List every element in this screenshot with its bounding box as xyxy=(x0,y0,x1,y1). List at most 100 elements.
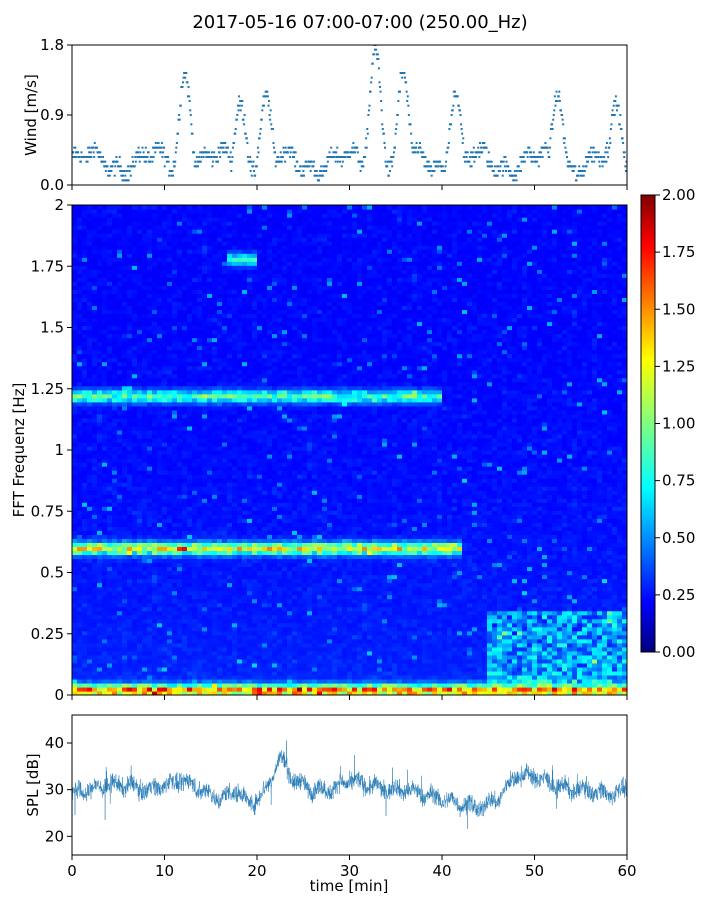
spectrogram-cell xyxy=(72,566,78,572)
spectrogram-cell xyxy=(167,478,173,483)
spectrogram-cell xyxy=(157,357,163,363)
spectrogram-cell xyxy=(132,437,138,443)
spectrogram-cell xyxy=(72,237,78,242)
spectrogram-cell xyxy=(192,650,198,656)
spectrogram-cell xyxy=(72,458,78,463)
spectrogram-cell xyxy=(167,429,173,435)
spectrogram-cell xyxy=(97,353,103,359)
spectrogram-cell xyxy=(132,522,138,527)
spectrogram-cell xyxy=(87,550,93,556)
spectrogram-cell xyxy=(97,321,103,327)
spectrogram-cell xyxy=(142,466,148,471)
spectrogram-cell xyxy=(107,273,113,278)
spectrogram-cell xyxy=(127,562,133,568)
spectrogram-cell xyxy=(137,578,143,584)
wind-point xyxy=(253,170,256,172)
spectrogram-cell xyxy=(197,337,203,343)
wind-point xyxy=(390,156,393,158)
spectrogram-cell xyxy=(82,409,88,415)
spectrogram-cell xyxy=(227,674,233,680)
spectrogram-cell xyxy=(137,217,143,222)
spectrogram-cell xyxy=(72,345,78,351)
wind-point xyxy=(541,156,544,158)
spectrogram-cell xyxy=(167,433,173,439)
spectrogram-cell xyxy=(222,474,228,479)
spectrogram-cell xyxy=(177,437,183,443)
spectrogram-cell xyxy=(207,405,213,411)
spectrogram-cell xyxy=(192,269,198,274)
spectrogram-cell xyxy=(197,466,203,471)
spectrogram-cell xyxy=(97,618,103,624)
spectrogram-cell xyxy=(102,365,108,371)
spectrogram-cell xyxy=(117,662,123,668)
spectrogram-cell xyxy=(92,337,98,343)
spectrogram-cell xyxy=(77,209,83,214)
spectrogram-cell xyxy=(92,494,98,499)
spectrogram-cell xyxy=(202,309,208,315)
spectrogram-cell xyxy=(222,425,228,431)
wind-point xyxy=(591,160,594,163)
spectrogram-cell xyxy=(182,634,188,640)
wind-point xyxy=(125,179,128,182)
spectrogram-cell xyxy=(202,397,208,403)
spectrogram-cell xyxy=(162,365,168,371)
wind-point xyxy=(93,142,96,144)
spectrogram-cell xyxy=(172,690,178,695)
spectrogram-cell xyxy=(97,373,103,379)
spectrogram-cell xyxy=(177,598,183,604)
wind-point xyxy=(181,86,184,88)
spectrogram-cell xyxy=(157,622,163,628)
spectrogram-cell xyxy=(187,349,193,355)
spectrogram-cell xyxy=(92,433,98,439)
spectrogram-cell xyxy=(177,634,183,640)
spectrogram-cell xyxy=(202,297,208,302)
spectrogram-cell xyxy=(167,582,173,588)
wind-point xyxy=(129,174,132,177)
spectrogram-cell xyxy=(202,245,208,250)
spectrogram-cell xyxy=(82,221,88,226)
spectrogram-cell xyxy=(82,261,88,266)
spectrogram-cell xyxy=(107,237,113,242)
spectrogram-cell xyxy=(217,317,223,323)
wind-point xyxy=(350,151,353,154)
spectrogram-cell xyxy=(167,341,173,347)
spectrogram-cell xyxy=(197,297,203,302)
spectrogram-cell xyxy=(112,361,118,367)
spectrogram-cell xyxy=(217,522,223,527)
spectrogram-cell xyxy=(212,317,218,323)
spectrogram-cell xyxy=(87,341,93,347)
spectrogram-cell xyxy=(132,474,138,479)
spectrogram-cell xyxy=(107,297,113,302)
spectrogram-cell xyxy=(177,397,183,403)
spectrogram-cell xyxy=(87,602,93,608)
spectrogram-cell xyxy=(187,269,193,274)
spectrogram-cell xyxy=(92,550,98,556)
spectrogram-cell xyxy=(162,277,168,282)
spectrogram-cell xyxy=(227,502,233,507)
spectrogram-cell xyxy=(187,482,193,487)
spectrogram-cell xyxy=(97,558,103,564)
spectrogram-cell xyxy=(92,642,98,648)
spectrogram-cell xyxy=(177,213,183,218)
spectrogram-cell xyxy=(87,654,93,660)
spectrogram-cell xyxy=(117,409,123,415)
spectrogram-cell xyxy=(117,538,123,543)
spectrogram-cell xyxy=(102,237,108,242)
spectrogram-cell xyxy=(72,502,78,507)
spectrogram-cell xyxy=(142,401,148,407)
spectrogram-cell xyxy=(232,534,238,539)
spectrogram-cell xyxy=(217,221,223,226)
spectrogram-cell xyxy=(182,237,188,242)
wind-point xyxy=(555,90,558,93)
wind-point xyxy=(418,142,421,144)
spectrogram-cell xyxy=(207,562,213,568)
spectrogram-cell xyxy=(232,554,238,560)
wind-point xyxy=(88,146,91,149)
spectrogram-cell xyxy=(192,217,198,222)
spectrogram-cell xyxy=(102,289,108,294)
spectrogram-cell xyxy=(72,365,78,371)
spectrogram-cell xyxy=(197,594,203,600)
spectrogram-cell xyxy=(72,293,78,298)
spectrogram-cell xyxy=(102,341,108,347)
spectrogram-cell xyxy=(212,514,218,519)
